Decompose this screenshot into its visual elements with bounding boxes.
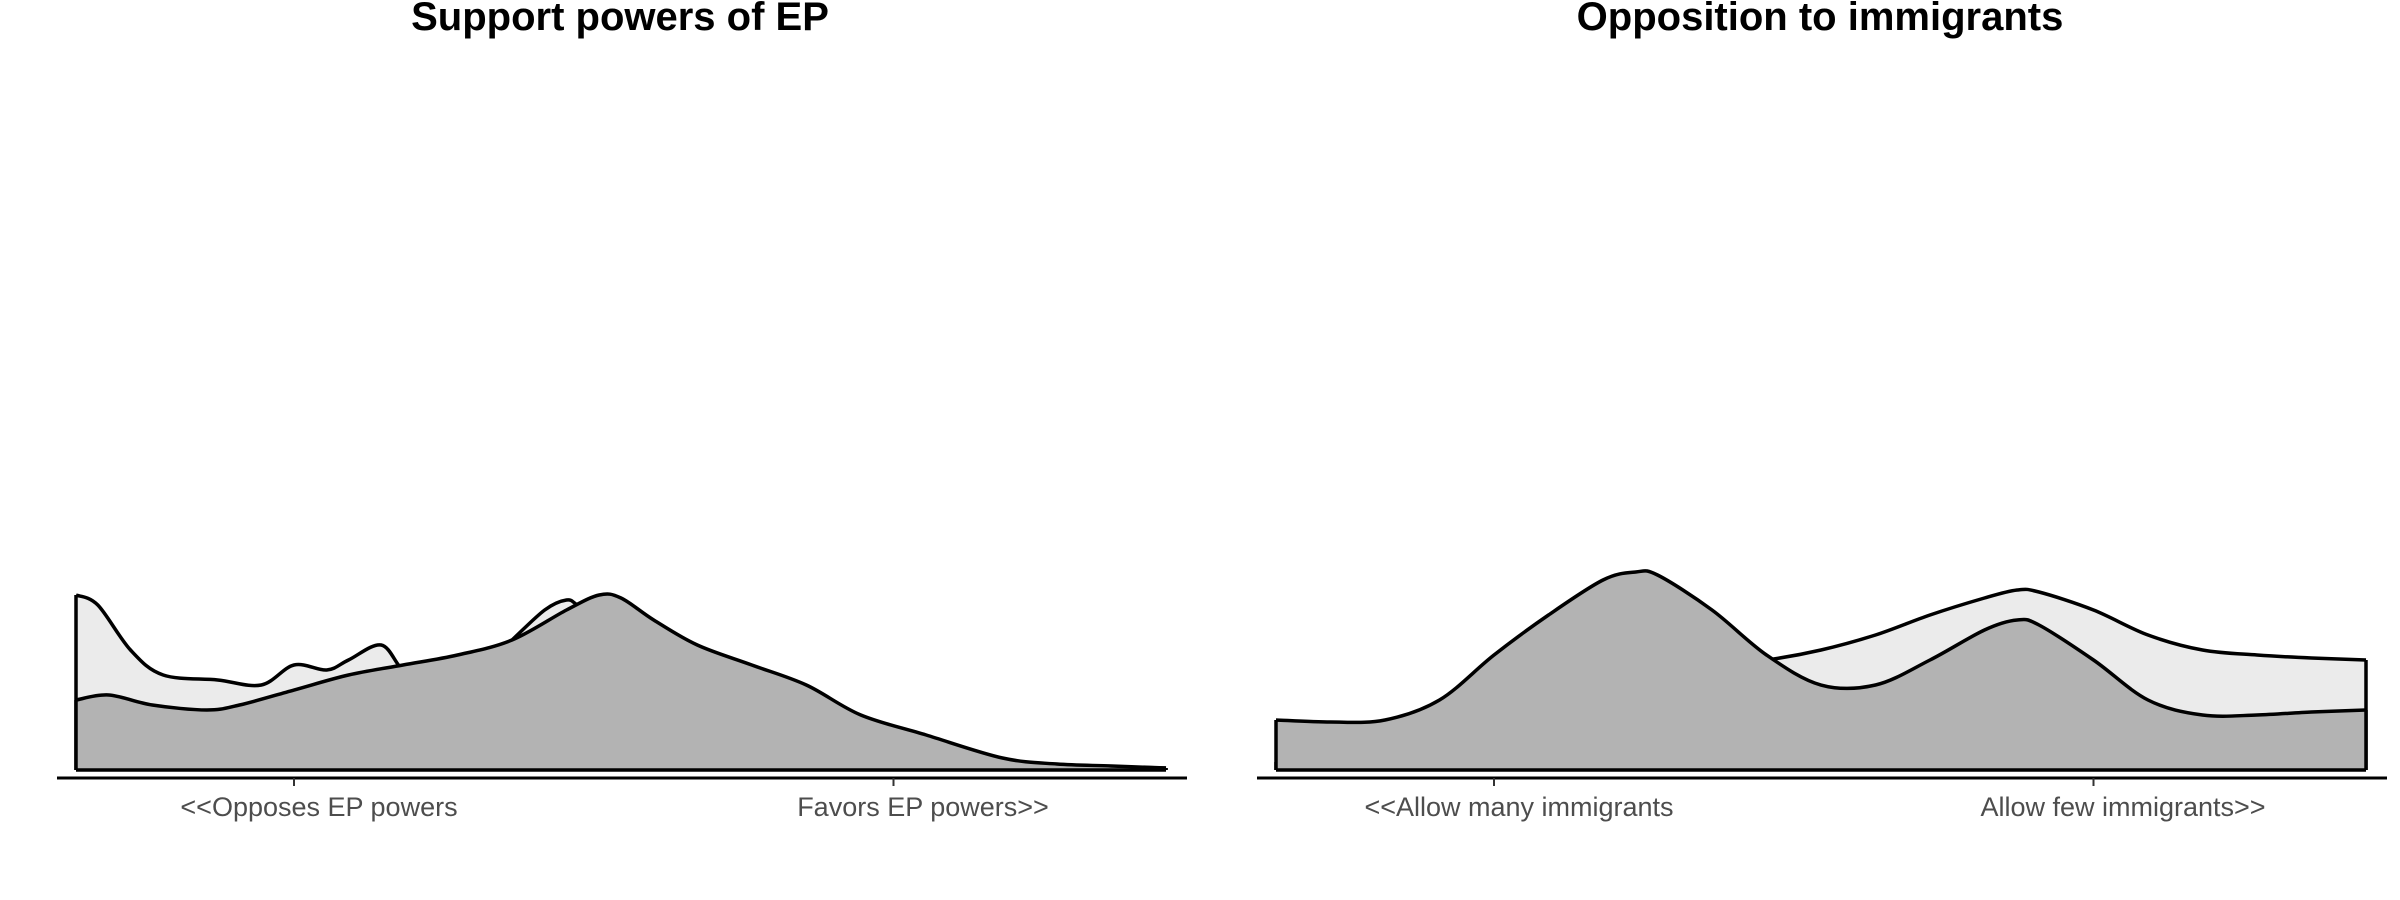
density-area xyxy=(76,593,1166,770)
panel-plot-area xyxy=(1257,569,2387,786)
density-line xyxy=(75,592,1167,770)
panel-title: Opposition to immigrants xyxy=(1577,0,2064,39)
panel-support-powers-ep: Support powers of EP <<Opposes EP powers… xyxy=(57,0,1187,822)
density-area xyxy=(1276,570,2366,770)
panel-opposition-immigrants: Opposition to immigrants <<Allow many im… xyxy=(1257,0,2387,822)
panel-title: Support powers of EP xyxy=(411,0,829,39)
tick-label: Favors EP powers>> xyxy=(797,792,1049,822)
tick-label: <<Opposes EP powers xyxy=(180,792,457,822)
density-line xyxy=(1275,569,2367,725)
tick-label: <<Allow many immigrants xyxy=(1364,792,1673,822)
tick-label: Allow few immigrants>> xyxy=(1980,792,2265,822)
panel-plot-area xyxy=(57,592,1187,786)
